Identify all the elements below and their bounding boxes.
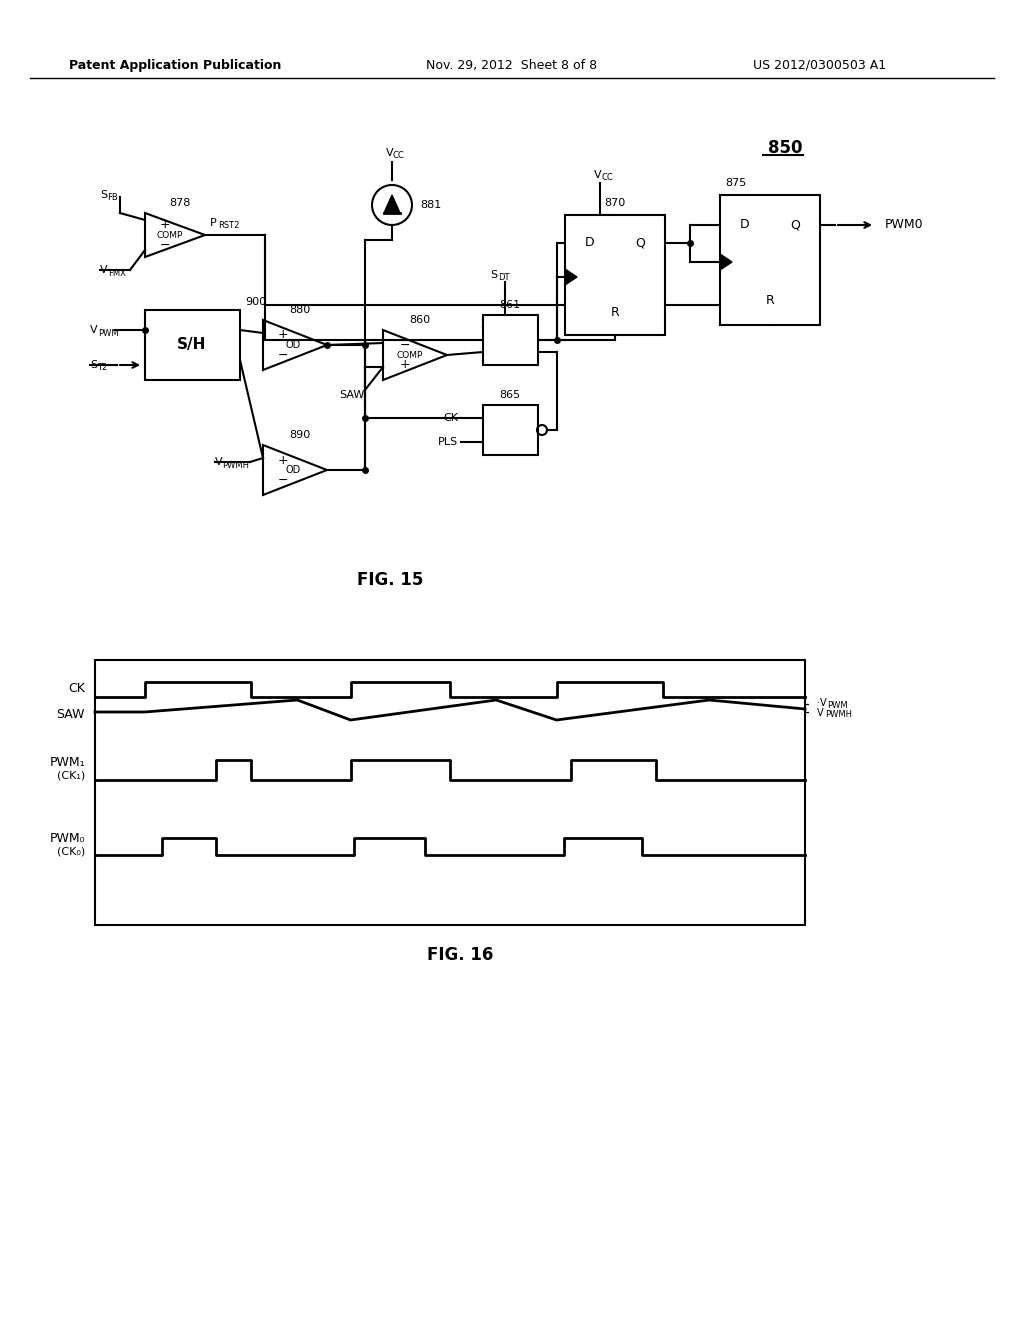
Text: T2: T2 — [97, 363, 108, 372]
Text: −: − — [278, 474, 288, 487]
Bar — [565, 215, 665, 335]
Text: PWM₁: PWM₁ — [49, 755, 85, 768]
Text: D: D — [740, 219, 750, 231]
Text: 881: 881 — [420, 201, 441, 210]
Bar — [145, 310, 240, 380]
Text: 850: 850 — [768, 139, 802, 157]
Text: PLS: PLS — [438, 437, 458, 447]
Text: V: V — [215, 457, 222, 467]
Polygon shape — [565, 269, 577, 285]
Text: PWM0: PWM0 — [885, 219, 924, 231]
Bar — [95, 660, 805, 925]
Text: 875: 875 — [725, 178, 746, 187]
Text: −: − — [399, 338, 411, 351]
Text: P: P — [210, 218, 217, 228]
Text: 870: 870 — [604, 198, 626, 209]
Text: +: + — [160, 219, 170, 231]
Text: R: R — [766, 293, 774, 306]
Bar — [483, 405, 538, 455]
Text: Q: Q — [635, 236, 645, 249]
Text: PWMH: PWMH — [222, 461, 249, 470]
Text: +: + — [399, 359, 411, 371]
Text: CK: CK — [443, 413, 458, 422]
Text: V: V — [386, 148, 394, 158]
Text: PWM₀: PWM₀ — [49, 832, 85, 845]
Text: D: D — [585, 236, 595, 249]
Text: FB: FB — [106, 194, 118, 202]
Text: S: S — [100, 190, 108, 201]
Text: PWM: PWM — [98, 329, 119, 338]
Text: FIG. 16: FIG. 16 — [427, 946, 494, 964]
Text: RST2: RST2 — [218, 222, 240, 231]
Text: S: S — [90, 360, 97, 370]
Text: COMP: COMP — [397, 351, 423, 359]
Text: CC: CC — [392, 152, 403, 161]
Bar — [483, 315, 538, 366]
Text: V: V — [90, 325, 97, 335]
Text: R: R — [610, 306, 620, 319]
Text: S/H: S/H — [177, 338, 207, 352]
Text: 865: 865 — [500, 389, 520, 400]
Text: OD: OD — [286, 341, 301, 350]
Text: 890: 890 — [290, 430, 310, 440]
Text: −: − — [278, 348, 288, 362]
Text: Q: Q — [791, 219, 800, 231]
Polygon shape — [720, 253, 732, 271]
Text: ·V: ·V — [817, 698, 826, 709]
Text: V: V — [100, 265, 108, 275]
Text: PWMH: PWMH — [825, 710, 852, 719]
Text: OD: OD — [286, 465, 301, 475]
Text: PWM: PWM — [827, 701, 848, 710]
Text: FIG. 15: FIG. 15 — [356, 572, 423, 589]
Text: FMX: FMX — [108, 268, 126, 277]
Text: V: V — [817, 709, 823, 718]
Text: −: − — [160, 239, 170, 252]
Text: 860: 860 — [410, 315, 430, 325]
Text: DT: DT — [498, 273, 510, 282]
Text: 861: 861 — [500, 300, 520, 310]
Text: CK: CK — [69, 682, 85, 696]
Text: (CK₁): (CK₁) — [56, 771, 85, 781]
Text: (CK₀): (CK₀) — [56, 847, 85, 857]
Text: +: + — [278, 454, 289, 466]
Text: 878: 878 — [169, 198, 190, 209]
Text: Patent Application Publication: Patent Application Publication — [69, 58, 282, 71]
Bar — [720, 195, 820, 325]
Text: Nov. 29, 2012  Sheet 8 of 8: Nov. 29, 2012 Sheet 8 of 8 — [426, 58, 598, 71]
Polygon shape — [384, 195, 400, 213]
Text: US 2012/0300503 A1: US 2012/0300503 A1 — [754, 58, 887, 71]
Text: V: V — [594, 170, 602, 180]
Text: CC: CC — [601, 173, 613, 182]
Text: S: S — [490, 271, 497, 280]
Text: 880: 880 — [290, 305, 310, 315]
Text: 900: 900 — [245, 297, 266, 308]
Text: SAW: SAW — [340, 389, 365, 400]
Text: COMP: COMP — [157, 231, 183, 239]
Text: SAW: SAW — [56, 709, 85, 722]
Text: +: + — [278, 329, 289, 342]
